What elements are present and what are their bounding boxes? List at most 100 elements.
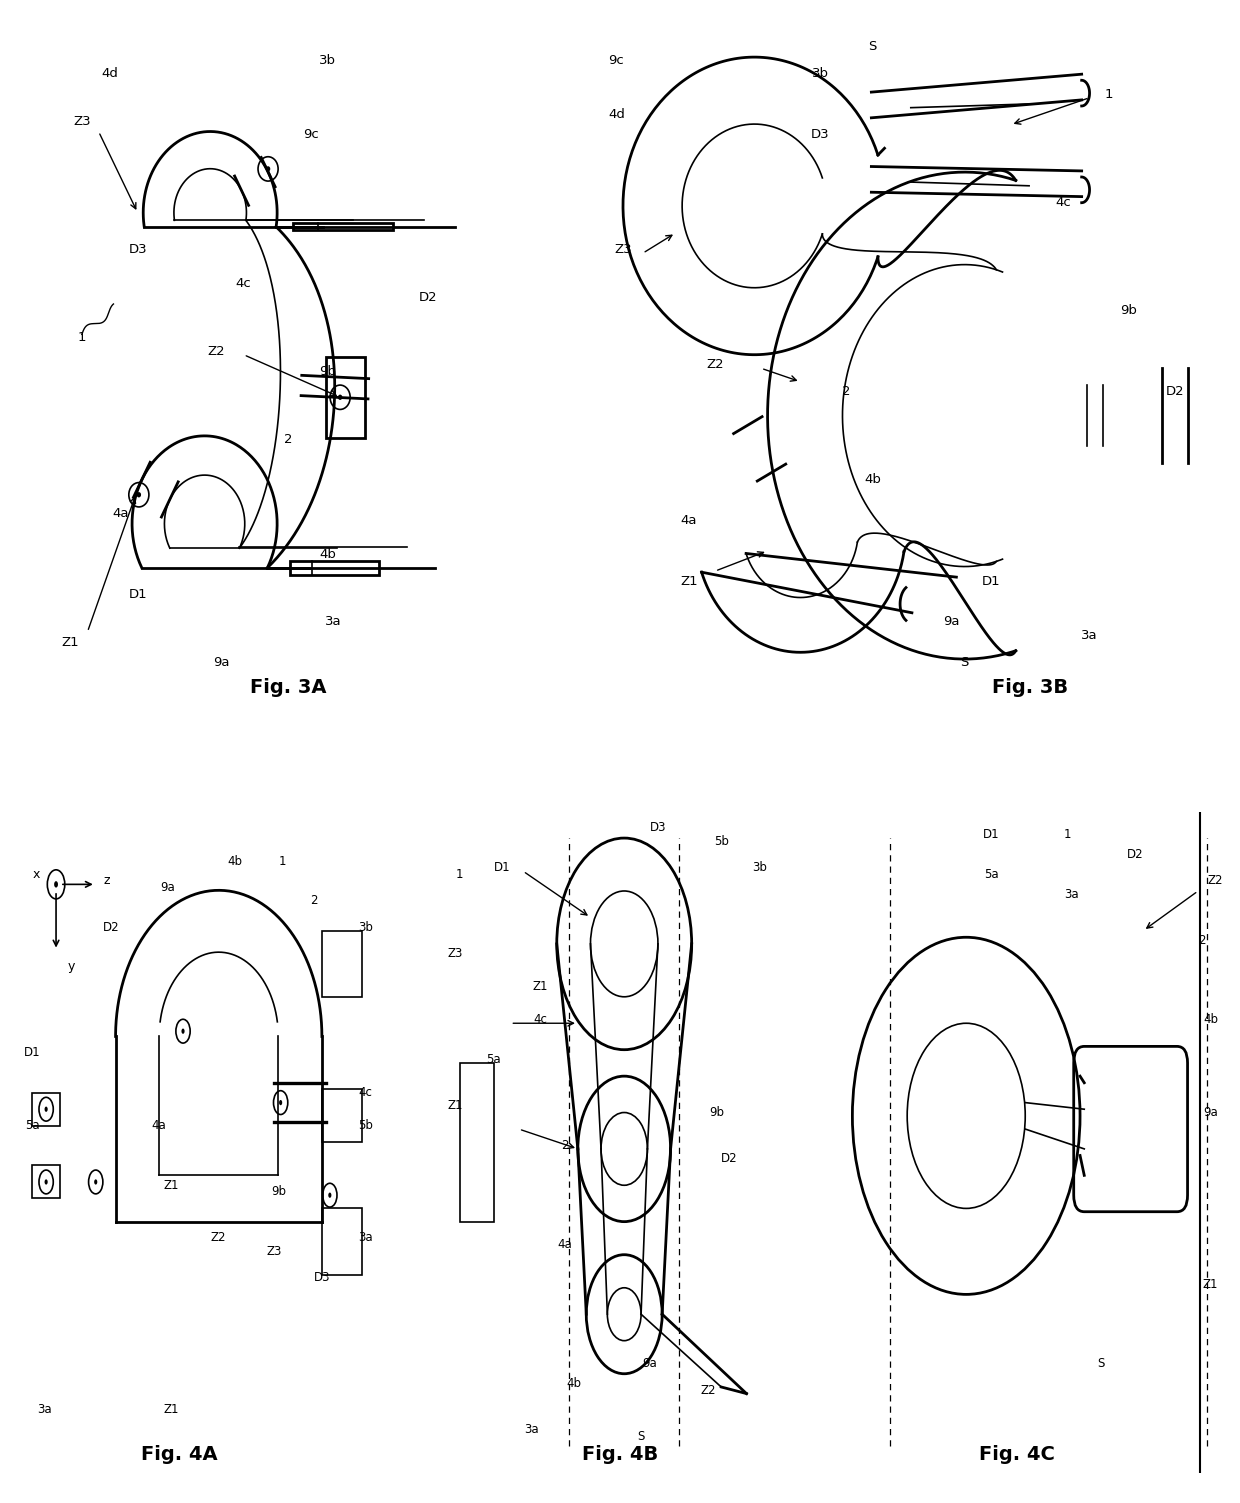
Text: Z3: Z3: [267, 1244, 281, 1258]
Text: 4b: 4b: [319, 547, 336, 561]
Text: Fig. 4A: Fig. 4A: [141, 1444, 217, 1464]
Text: 4b: 4b: [567, 1377, 582, 1390]
Circle shape: [329, 1192, 331, 1198]
Circle shape: [279, 1100, 283, 1105]
Text: D1: D1: [128, 588, 148, 601]
Text: 3a: 3a: [325, 615, 341, 628]
Text: 9a: 9a: [213, 655, 229, 669]
Text: 3b: 3b: [358, 921, 373, 933]
Text: Z1: Z1: [448, 1099, 464, 1112]
Bar: [322, 930, 362, 996]
Text: Fig. 3B: Fig. 3B: [992, 678, 1069, 697]
Text: Z2: Z2: [211, 1231, 227, 1244]
Text: 1: 1: [456, 867, 464, 881]
Text: 5b: 5b: [358, 1120, 373, 1132]
Circle shape: [339, 395, 342, 400]
Text: Z3: Z3: [73, 114, 91, 128]
Text: 3b: 3b: [319, 54, 336, 66]
Bar: [290, 561, 379, 574]
Text: 2: 2: [562, 1139, 569, 1151]
Text: x: x: [32, 867, 40, 881]
Text: 9a: 9a: [160, 881, 175, 894]
Text: 9b: 9b: [319, 365, 336, 377]
Bar: [322, 1208, 362, 1275]
Text: S: S: [1097, 1357, 1105, 1371]
Text: D3: D3: [314, 1272, 330, 1284]
Text: 4c: 4c: [236, 277, 252, 290]
Bar: [32, 1165, 60, 1198]
Text: 5b: 5b: [714, 834, 729, 848]
Text: D1: D1: [24, 1046, 41, 1060]
Text: Z3: Z3: [448, 947, 464, 960]
Text: 3a: 3a: [37, 1404, 51, 1416]
Text: 3a: 3a: [358, 1231, 373, 1244]
Text: 3b: 3b: [751, 861, 766, 875]
Text: Z1: Z1: [680, 574, 698, 588]
Text: 5a: 5a: [985, 867, 998, 881]
Circle shape: [136, 491, 141, 497]
Text: 9a: 9a: [1203, 1106, 1218, 1118]
Text: 4d: 4d: [608, 108, 625, 120]
Text: 1: 1: [78, 331, 86, 344]
Text: 4c: 4c: [1055, 195, 1071, 209]
Text: 9b: 9b: [1121, 304, 1137, 317]
Text: Fig. 4B: Fig. 4B: [582, 1444, 658, 1464]
Text: Fig. 3A: Fig. 3A: [250, 678, 326, 697]
Circle shape: [94, 1180, 97, 1184]
Text: Z1: Z1: [164, 1404, 179, 1416]
Text: D1: D1: [983, 828, 999, 842]
Text: D3: D3: [128, 243, 148, 256]
Text: D2: D2: [103, 921, 120, 933]
Circle shape: [45, 1180, 47, 1184]
Text: D1: D1: [494, 861, 511, 875]
Text: z: z: [104, 875, 110, 887]
Text: 9b: 9b: [709, 1106, 724, 1118]
Text: Z2: Z2: [207, 344, 224, 358]
Text: 9a: 9a: [642, 1357, 657, 1371]
Text: 4c: 4c: [358, 1087, 372, 1099]
Text: 1: 1: [1064, 828, 1071, 842]
Text: 5a: 5a: [25, 1120, 40, 1132]
Text: D2: D2: [1166, 385, 1184, 398]
Text: 1: 1: [1105, 87, 1114, 101]
Text: 2: 2: [1199, 933, 1207, 947]
Text: 4a: 4a: [681, 514, 697, 526]
Text: 3a: 3a: [1081, 628, 1097, 642]
Text: D3: D3: [650, 822, 666, 834]
Text: S: S: [637, 1429, 645, 1443]
Text: S: S: [961, 655, 968, 669]
Text: 4a: 4a: [113, 507, 129, 520]
Text: Z3: Z3: [614, 243, 632, 256]
Text: Z1: Z1: [62, 636, 79, 648]
Text: 2: 2: [842, 385, 851, 398]
Text: Z1: Z1: [532, 980, 548, 993]
Text: 3a: 3a: [1064, 888, 1079, 900]
Bar: [293, 224, 393, 230]
Circle shape: [265, 167, 270, 171]
Bar: [326, 356, 366, 437]
Text: 4a: 4a: [151, 1120, 166, 1132]
Text: D1: D1: [982, 574, 1001, 588]
Text: 3a: 3a: [525, 1423, 538, 1437]
Text: Z2: Z2: [701, 1384, 717, 1396]
Text: Z1: Z1: [1203, 1278, 1219, 1291]
Bar: [460, 1063, 494, 1222]
Text: y: y: [68, 960, 76, 974]
Circle shape: [181, 1028, 185, 1034]
Text: 9b: 9b: [270, 1186, 285, 1198]
Text: 9c: 9c: [303, 128, 319, 141]
Text: 2: 2: [310, 894, 317, 908]
Text: 9a: 9a: [944, 615, 960, 628]
Text: 4a: 4a: [558, 1238, 573, 1250]
Text: 4b: 4b: [864, 473, 882, 485]
Text: 4c: 4c: [533, 1013, 547, 1027]
Text: 2: 2: [284, 433, 293, 445]
Text: S: S: [868, 41, 877, 53]
Text: Z1: Z1: [164, 1178, 179, 1192]
Text: D3: D3: [811, 128, 830, 141]
Text: 4b: 4b: [227, 855, 242, 867]
Text: Fig. 4C: Fig. 4C: [978, 1444, 1055, 1464]
Text: Z2: Z2: [706, 358, 724, 371]
Text: 5a: 5a: [486, 1054, 501, 1066]
Text: D2: D2: [418, 290, 438, 304]
